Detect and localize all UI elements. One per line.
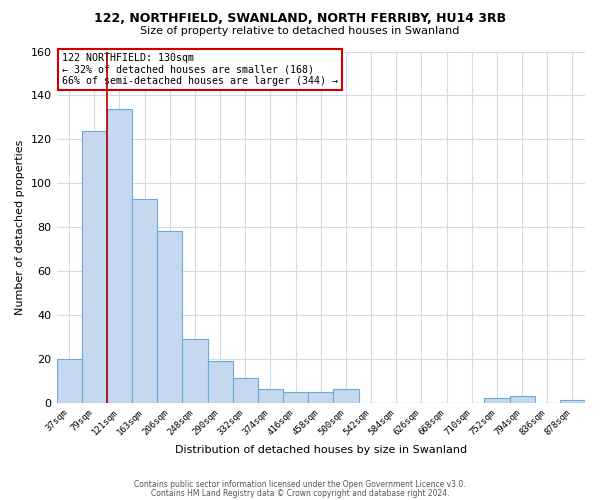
Text: Contains HM Land Registry data © Crown copyright and database right 2024.: Contains HM Land Registry data © Crown c…	[151, 488, 449, 498]
Text: 122 NORTHFIELD: 130sqm
← 32% of detached houses are smaller (168)
66% of semi-de: 122 NORTHFIELD: 130sqm ← 32% of detached…	[62, 54, 338, 86]
Bar	[233, 378, 258, 402]
Y-axis label: Number of detached properties: Number of detached properties	[15, 140, 25, 315]
Bar	[334, 390, 359, 402]
Bar	[308, 392, 334, 402]
Bar	[182, 339, 208, 402]
Bar	[509, 396, 535, 402]
Bar	[484, 398, 509, 402]
Bar	[132, 198, 157, 402]
Bar	[283, 392, 308, 402]
X-axis label: Distribution of detached houses by size in Swanland: Distribution of detached houses by size …	[175, 445, 467, 455]
Bar	[560, 400, 585, 402]
Bar	[208, 361, 233, 403]
Text: 122, NORTHFIELD, SWANLAND, NORTH FERRIBY, HU14 3RB: 122, NORTHFIELD, SWANLAND, NORTH FERRIBY…	[94, 12, 506, 26]
Text: Size of property relative to detached houses in Swanland: Size of property relative to detached ho…	[140, 26, 460, 36]
Bar	[82, 130, 107, 402]
Bar	[107, 108, 132, 403]
Bar	[157, 232, 182, 402]
Bar	[56, 358, 82, 403]
Text: Contains public sector information licensed under the Open Government Licence v3: Contains public sector information licen…	[134, 480, 466, 489]
Bar	[258, 390, 283, 402]
